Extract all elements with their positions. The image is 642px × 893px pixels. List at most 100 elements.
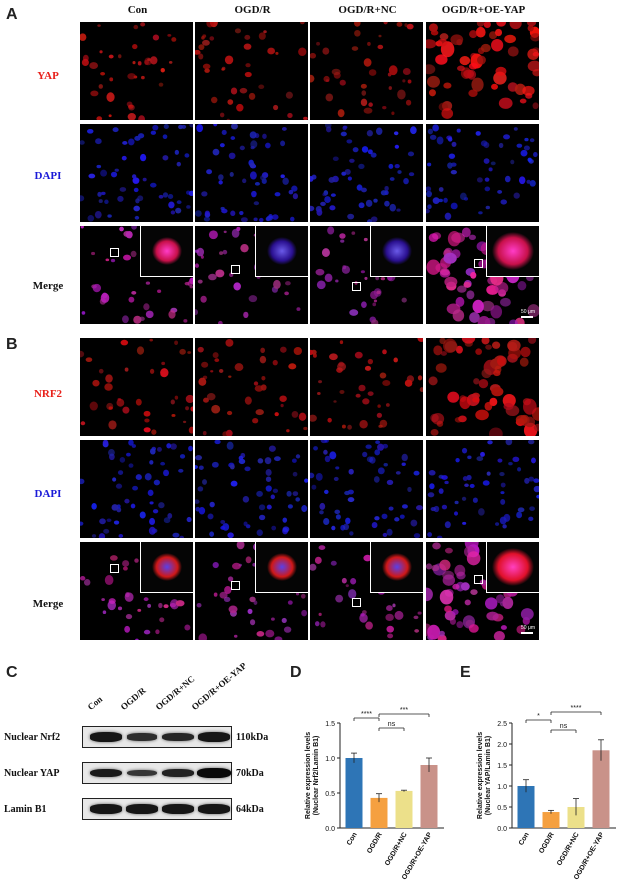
column-header-ogdr-nc: OGD/R+NC bbox=[338, 4, 397, 16]
wb-band bbox=[126, 733, 158, 741]
significance-label: **** bbox=[571, 705, 582, 712]
micrograph-tile bbox=[80, 542, 193, 640]
scale-bar-label: 50 μm bbox=[521, 625, 535, 631]
column-header-ogdr-oe-yap: OGD/R+OE-YAP bbox=[441, 4, 526, 16]
scale-bar-label: 50 μm bbox=[521, 309, 535, 315]
bar bbox=[370, 797, 388, 828]
scale-bar bbox=[521, 632, 533, 634]
wb-band bbox=[197, 804, 231, 814]
y-tick-label: 2.5 bbox=[497, 721, 507, 728]
micrograph-tile bbox=[310, 338, 423, 436]
micrograph-tile bbox=[426, 440, 539, 538]
zoom-inset bbox=[370, 542, 423, 593]
y-tick-label: 2.0 bbox=[497, 742, 507, 749]
region-of-interest-box bbox=[231, 265, 240, 274]
region-of-interest-box bbox=[474, 575, 483, 584]
y-tick-label: 1.0 bbox=[325, 756, 335, 763]
micrograph-tile bbox=[80, 22, 193, 120]
region-of-interest-box bbox=[352, 598, 361, 607]
zoom-inset bbox=[140, 226, 193, 277]
row-label-nrf2: NRF2 bbox=[33, 388, 63, 400]
micrograph-tile bbox=[195, 338, 308, 436]
y-axis-label: Relative expression levels bbox=[477, 732, 484, 819]
bar bbox=[420, 765, 438, 828]
y-axis-label-line-2: (Nuclear YAP/Lamin B1) bbox=[485, 736, 492, 815]
column-header-ogdr: OGD/R bbox=[234, 4, 271, 16]
region-of-interest-box bbox=[474, 259, 483, 268]
wb-size-laminb1: 64kDa bbox=[236, 804, 264, 815]
wb-lane-label-ogdr: OGD/R bbox=[118, 685, 148, 712]
panel-label-b: B bbox=[6, 336, 18, 353]
significance-label: * bbox=[537, 713, 540, 720]
x-tick-label: OGD/R bbox=[366, 832, 384, 855]
micrograph-tile bbox=[310, 440, 423, 538]
y-tick-label: 0.0 bbox=[325, 826, 335, 833]
wb-size-yap: 70kDa bbox=[236, 768, 264, 779]
bar bbox=[395, 790, 413, 828]
x-tick-label: Con bbox=[518, 832, 531, 847]
row-label-dapi-b: DAPI bbox=[34, 488, 62, 500]
y-axis-label: Relative expression levels bbox=[305, 732, 312, 819]
y-tick-label: 0.5 bbox=[325, 791, 335, 798]
zoom-inset bbox=[486, 226, 539, 277]
bar-chart-nrf2: 0.0 0.5 1.0 1.5 Relative expression levels (N… bbox=[305, 707, 444, 881]
significance-label: *** bbox=[400, 707, 408, 714]
bar bbox=[542, 812, 560, 828]
micrograph-tile bbox=[195, 542, 308, 640]
wb-size-nrf2: 110kDa bbox=[236, 732, 269, 743]
micrograph-tile bbox=[80, 226, 193, 324]
scale-bar bbox=[521, 316, 533, 318]
wb-strip-yap bbox=[82, 762, 232, 784]
y-axis-label-line-2: (Nuclear Nrf2/Lamin B1) bbox=[313, 736, 320, 816]
micrograph-tile bbox=[195, 124, 308, 222]
x-tick-label: OGD/R+NC bbox=[556, 832, 581, 868]
micrograph-tile: 50 μm bbox=[426, 226, 539, 324]
column-header-con: Con bbox=[127, 4, 148, 16]
row-label-merge-b: Merge bbox=[32, 598, 64, 610]
bar bbox=[567, 807, 585, 828]
wb-lane-label-ogdr-nc: OGD/R+NC bbox=[153, 673, 197, 712]
region-of-interest-box bbox=[231, 581, 240, 590]
wb-band bbox=[89, 804, 123, 814]
micrograph-tile bbox=[426, 338, 539, 436]
wb-band bbox=[197, 732, 231, 742]
significance-label: **** bbox=[361, 711, 372, 718]
micrograph-tile bbox=[310, 226, 423, 324]
zoom-inset bbox=[255, 542, 308, 593]
significance-label: ns bbox=[560, 723, 568, 730]
significance-label: ns bbox=[388, 721, 396, 728]
wb-row-label-yap: Nuclear YAP bbox=[4, 768, 60, 779]
y-tick-label: 0.5 bbox=[497, 805, 507, 812]
micrograph-tile bbox=[310, 542, 423, 640]
panel-label-e: E bbox=[460, 664, 471, 681]
zoom-inset bbox=[486, 542, 539, 593]
panel-label-d: D bbox=[290, 664, 302, 681]
wb-band bbox=[89, 768, 123, 778]
y-tick-label: 0.0 bbox=[497, 826, 507, 833]
zoom-inset bbox=[370, 226, 423, 277]
wb-strip-laminb1 bbox=[82, 798, 232, 820]
micrograph-tile bbox=[426, 22, 539, 120]
wb-lane-label-con: Con bbox=[85, 694, 105, 712]
bar bbox=[592, 750, 610, 828]
wb-strip-nrf2 bbox=[82, 726, 232, 748]
panel-label-c: C bbox=[6, 664, 18, 681]
bar bbox=[345, 758, 363, 828]
bar-chart-yap: 0.0 0.5 1.0 1.5 2.0 2.5 Relative expression le… bbox=[477, 705, 616, 881]
region-of-interest-box bbox=[110, 248, 119, 257]
wb-row-label-nrf2: Nuclear Nrf2 bbox=[4, 732, 61, 743]
region-of-interest-box bbox=[110, 564, 119, 573]
wb-band bbox=[161, 804, 195, 814]
wb-band bbox=[89, 732, 123, 742]
micrograph-tile bbox=[80, 440, 193, 538]
row-label-merge-a: Merge bbox=[32, 280, 64, 292]
wb-band bbox=[125, 804, 159, 814]
wb-band bbox=[162, 768, 194, 778]
x-tick-label: OGD/R bbox=[538, 832, 556, 855]
y-tick-label: 1.0 bbox=[497, 784, 507, 791]
panel-label-a: A bbox=[6, 6, 18, 23]
y-tick-label: 1.5 bbox=[325, 721, 335, 728]
micrograph-tile bbox=[195, 226, 308, 324]
x-tick-label: OGD/R+NC bbox=[384, 832, 409, 868]
micrograph-tile bbox=[80, 338, 193, 436]
